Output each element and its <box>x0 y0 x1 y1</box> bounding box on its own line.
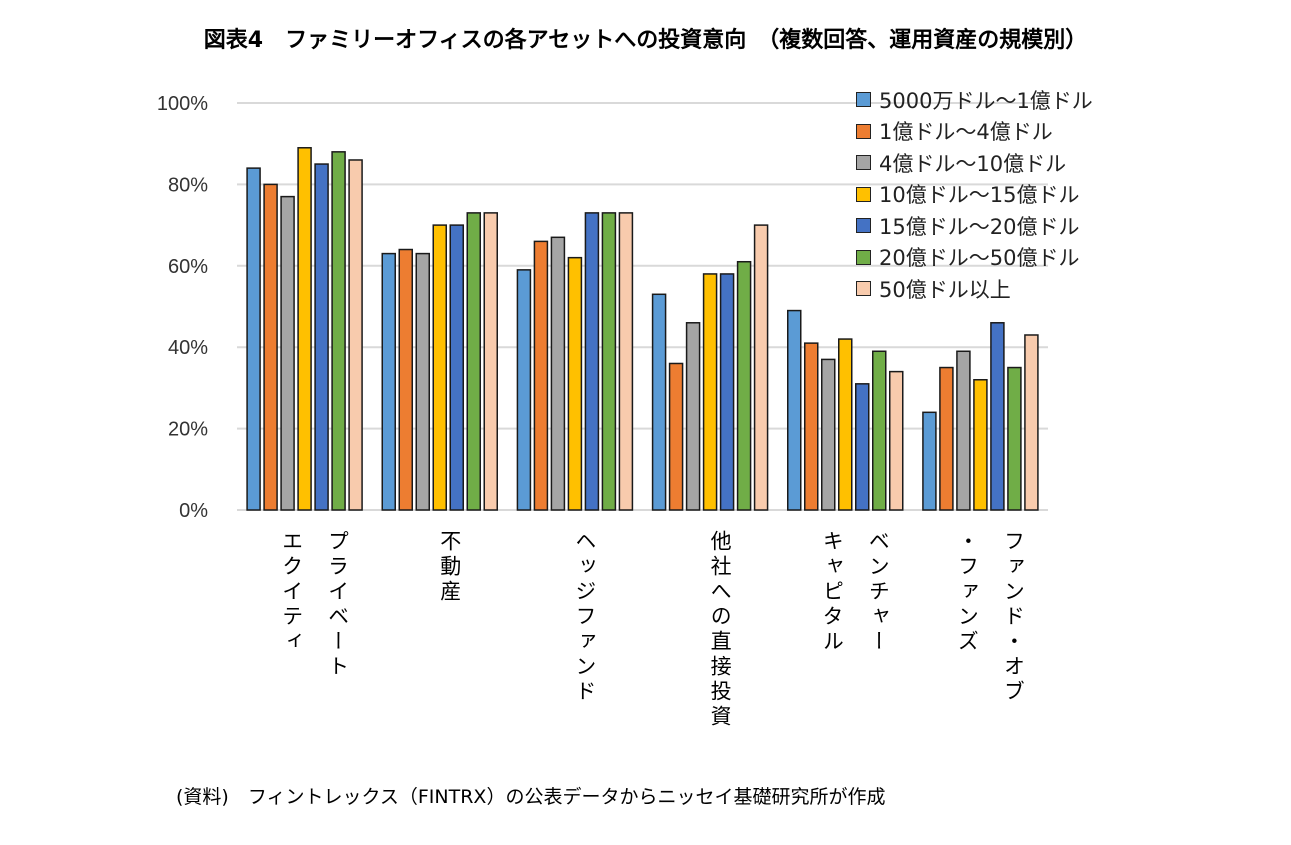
bar <box>601 212 617 511</box>
bar <box>922 411 937 511</box>
bar <box>990 322 1005 511</box>
legend-item: 5000万ドル～1億ドル <box>856 84 1093 116</box>
y-tick-label: 60% <box>168 256 208 278</box>
bar <box>348 159 363 511</box>
bar <box>618 212 634 511</box>
bar <box>753 224 769 511</box>
bar <box>297 147 312 511</box>
bar <box>702 273 718 511</box>
bar <box>567 256 583 511</box>
y-tick-label: 100% <box>157 93 208 115</box>
x-category-label: ヘッジファンド <box>572 530 597 705</box>
x-category-label: 他社への直接投資 <box>708 530 733 730</box>
legend-swatch <box>856 186 871 202</box>
bar <box>821 358 836 511</box>
bar <box>939 366 954 511</box>
bar <box>280 195 295 511</box>
legend-label: 4億ドル～10億ドル <box>879 151 1067 176</box>
bar <box>855 383 870 511</box>
legend-swatch <box>856 92 871 108</box>
bar <box>432 224 447 511</box>
legend-label: 5000万ドル～1億ドル <box>879 88 1093 113</box>
legend-item: 20億ドル～50億ドル <box>856 242 1093 274</box>
bar <box>533 240 549 511</box>
bar <box>314 163 329 511</box>
y-tick-label: 0% <box>179 500 208 522</box>
x-category-label: 不動産 <box>437 530 462 605</box>
chart-title: 図表4 ファミリーオフィスの各アセットへの投資意向 （複数回答、運用資産の規模別… <box>203 28 1088 53</box>
legend-label: 15億ドル～20億ドル <box>879 214 1080 239</box>
bar <box>787 309 802 511</box>
legend-swatch <box>856 155 871 171</box>
bar <box>381 252 396 511</box>
legend-label: 20億ドル～50億ドル <box>879 246 1080 271</box>
bar <box>550 236 566 511</box>
legend-item: 1億ドル～4億ドル <box>856 116 1093 148</box>
bar <box>685 322 701 511</box>
bar <box>483 212 498 511</box>
legend-swatch <box>856 281 871 297</box>
x-category-label: ファンド・オブ ・ファンズ <box>955 530 1026 705</box>
bar <box>449 224 464 511</box>
bar <box>1024 334 1039 511</box>
bar <box>516 269 532 511</box>
bar <box>889 370 904 511</box>
legend-swatch <box>856 123 871 139</box>
legend-item: 4億ドル～10億ドル <box>856 147 1093 179</box>
bar <box>1007 366 1022 511</box>
bar <box>838 338 853 511</box>
y-tick-label: 20% <box>168 419 208 441</box>
legend-swatch <box>856 249 871 265</box>
legend-swatch <box>856 218 871 234</box>
bar <box>804 342 819 511</box>
legend-item: 50億ドル以上 <box>856 273 1093 305</box>
legend-label: 1億ドル～4億ドル <box>879 120 1053 145</box>
bar <box>651 293 667 511</box>
x-category-label: プライベート エクイティ <box>279 530 350 680</box>
bar <box>973 379 988 511</box>
legend-item: 15億ドル～20億ドル <box>856 210 1093 242</box>
bar <box>415 252 430 511</box>
bar <box>719 273 735 511</box>
bar <box>668 362 684 511</box>
y-tick-label: 80% <box>168 174 208 196</box>
legend: 5000万ドル～1億ドル 1億ドル～4億ドル 4億ドル～10億ドル 10億ドル～15億… <box>856 84 1093 305</box>
bar <box>956 350 971 511</box>
source-note: (資料) フィントレックス（FINTRX）の公表データからニッセイ基礎研究所が作… <box>176 786 886 808</box>
bar <box>872 350 887 511</box>
y-tick-label: 40% <box>168 337 208 359</box>
bar <box>263 183 278 511</box>
bar <box>331 151 346 511</box>
bar <box>246 167 261 511</box>
bar <box>736 260 752 511</box>
legend-item: 10億ドル～15億ドル <box>856 179 1093 211</box>
x-category-label: ベンチャー キャピタル <box>820 530 891 655</box>
legend-label: 10億ドル～15億ドル <box>879 183 1080 208</box>
bar <box>584 212 600 511</box>
bar <box>466 212 481 511</box>
legend-label: 50億ドル以上 <box>879 277 1011 302</box>
bar <box>398 248 413 511</box>
